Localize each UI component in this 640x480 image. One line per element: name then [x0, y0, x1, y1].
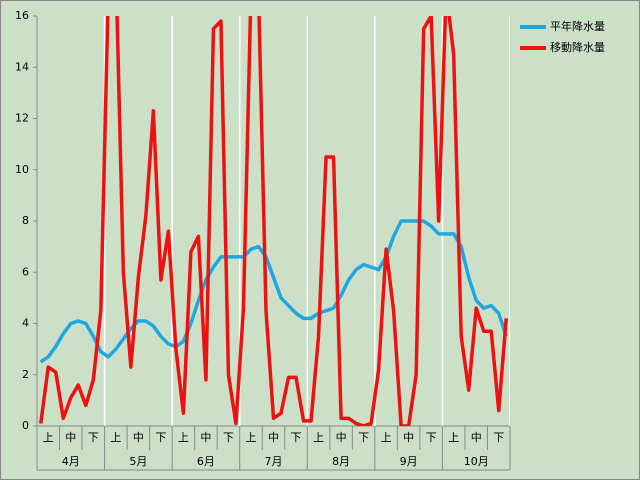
- x-tick-label: 下: [88, 431, 99, 444]
- x-tick-label: 上: [313, 431, 324, 444]
- x-tick-label: 下: [291, 431, 302, 444]
- y-tick-label: 6: [22, 265, 29, 278]
- x-tick-label: 中: [200, 431, 211, 444]
- x-tick-label: 上: [245, 431, 256, 444]
- y-tick-label: 2: [22, 368, 29, 381]
- x-group-label: 8月: [332, 455, 350, 468]
- x-tick-label: 下: [223, 431, 234, 444]
- x-tick-label: 上: [110, 431, 121, 444]
- x-group-label: 7月: [265, 455, 283, 468]
- x-tick-label: 上: [448, 431, 459, 444]
- plot: [39, 16, 510, 426]
- y-tick-label: 16: [15, 9, 29, 22]
- x-tick-label: 中: [403, 431, 414, 444]
- y-tick-label: 14: [15, 60, 29, 73]
- y-tick-label: 8: [22, 214, 29, 227]
- x-tick-label: 下: [426, 431, 437, 444]
- x-tick-label: 上: [178, 431, 189, 444]
- series-line: [39, 219, 508, 364]
- legend-label: 平年降水量: [550, 19, 605, 33]
- x-tick-label: 中: [471, 431, 482, 444]
- x-tick-label: 中: [65, 431, 76, 444]
- x-group-label: 10月: [464, 455, 489, 468]
- series-line: [39, 16, 508, 426]
- x-tick-label: 下: [493, 431, 504, 444]
- x-tick-label: 中: [268, 431, 279, 444]
- y-tick-label: 10: [15, 163, 29, 176]
- y-tick-label: 4: [22, 317, 29, 330]
- x-tick-label: 上: [381, 431, 392, 444]
- x-group-label: 5月: [129, 455, 147, 468]
- x-tick-label: 下: [155, 431, 166, 444]
- x-tick-label: 中: [133, 431, 144, 444]
- x-tick-label: 下: [358, 431, 369, 444]
- plot-area: [37, 16, 510, 426]
- y-tick-label: 12: [15, 112, 29, 125]
- x-group-label: 4月: [62, 455, 80, 468]
- y-tick-label: 0: [22, 419, 29, 432]
- legend-label: 移動降水量: [550, 40, 605, 54]
- x-group-label: 9月: [400, 455, 418, 468]
- x-group-label: 6月: [197, 455, 215, 468]
- x-tick-label: 上: [43, 431, 54, 444]
- x-tick-label: 中: [336, 431, 347, 444]
